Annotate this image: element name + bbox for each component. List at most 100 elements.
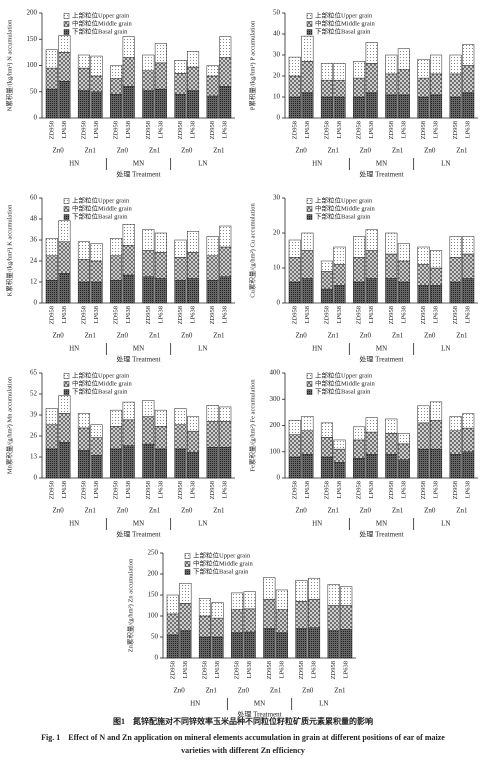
bar-segment <box>142 90 155 119</box>
legend-swatch <box>306 13 313 19</box>
bar-segment <box>219 421 232 448</box>
x-group-label: Zn1 <box>149 332 161 340</box>
chart-panel: 0 13 26 39 52 65 Mn累积量/(g/hm²) Mn accumulation… <box>4 369 235 539</box>
bar-segment <box>77 259 90 283</box>
bar-segment <box>45 49 58 69</box>
y-tick-label: 200 <box>27 9 38 17</box>
y-tick-label: 0 <box>277 299 281 307</box>
x-tick-label: LP638 <box>93 306 100 323</box>
x-group-label: Zn0 <box>295 147 307 155</box>
legend-swatch <box>63 389 70 395</box>
bar-segment <box>353 281 366 304</box>
x-tick-label: ZD958 <box>145 121 152 139</box>
x-axis-label: 处理 Treatment <box>116 530 160 539</box>
bar-segment <box>449 454 462 479</box>
bar-segment <box>198 615 211 638</box>
x-tick-label: ZD958 <box>48 306 55 324</box>
x-tick-label: LP638 <box>222 481 229 498</box>
x-tick-label: ZD958 <box>169 661 176 679</box>
x-tick-label: ZD958 <box>177 121 184 139</box>
bar-segment <box>142 250 155 277</box>
y-axis-label: N累积量/(kg/hm²) N accumulation <box>4 19 13 112</box>
x-axis-label: 处理 Treatment <box>237 710 281 719</box>
y-tick-label: 20 <box>273 72 281 80</box>
x-group-label: Zn0 <box>181 332 193 340</box>
bar-segment <box>110 78 123 95</box>
x-group-label: Zn0 <box>181 507 193 515</box>
bar-segment <box>353 61 366 79</box>
x-group-label: Zn0 <box>360 332 372 340</box>
x-supergroup-label: HN <box>312 520 322 528</box>
bar-segment <box>288 420 301 435</box>
legend-label: 下部粒位Basal grain <box>315 211 371 220</box>
x-tick-label: ZD958 <box>452 481 459 499</box>
x-supergroup-label: MN <box>133 520 144 528</box>
legend-swatch <box>184 561 191 567</box>
legend-swatch <box>306 21 313 27</box>
bar-segment <box>430 420 443 450</box>
bar-segment <box>45 255 58 281</box>
x-tick-label: ZD958 <box>420 481 427 499</box>
bar-segment <box>385 418 398 434</box>
x-tick-label: LP638 <box>222 306 229 323</box>
x-tick-label: LP638 <box>433 121 440 138</box>
bar-segment <box>77 241 90 260</box>
bar-segment <box>166 613 179 636</box>
bar-segment <box>122 57 135 87</box>
y-tick-label: 39 <box>30 411 38 419</box>
legend-swatch <box>306 373 313 379</box>
x-tick-label: ZD958 <box>291 121 298 139</box>
legend-swatch <box>63 373 70 379</box>
x-group-label: Zn1 <box>213 507 225 515</box>
x-tick-label: LP638 <box>368 121 375 138</box>
x-group-label: Zn0 <box>173 687 185 695</box>
bar-segment <box>385 433 398 455</box>
x-tick-label: ZD958 <box>234 661 241 679</box>
x-tick-label: LP638 <box>93 481 100 498</box>
bar-segment <box>365 229 378 251</box>
x-tick-label: LP638 <box>465 121 472 138</box>
bar-segment <box>187 51 200 68</box>
y-tick-label: 60 <box>30 194 38 202</box>
bar-segment <box>58 273 71 304</box>
bar-segment <box>301 61 314 94</box>
bar-segment <box>340 586 353 606</box>
legend-swatch <box>63 21 70 27</box>
y-tick-label: 24 <box>30 257 38 265</box>
x-supergroup-label: MN <box>376 520 387 528</box>
bar-segment <box>187 252 200 279</box>
x-tick-label: LP638 <box>61 121 68 138</box>
x-tick-label: LP638 <box>214 661 221 678</box>
bar-segment <box>417 285 430 304</box>
bar-segment <box>122 245 135 276</box>
bar-segment <box>340 605 353 630</box>
bar-segment <box>154 278 167 304</box>
bar-segment <box>45 238 58 256</box>
bar-segment <box>154 88 167 119</box>
bar-segment <box>320 422 333 438</box>
legend-swatch <box>63 29 70 35</box>
x-tick-label: ZD958 <box>323 481 330 499</box>
bar-segment <box>174 60 187 74</box>
bar-segment <box>320 260 333 272</box>
legend-label: 上部粒位Upper grain <box>72 195 130 204</box>
x-supergroup-label: LN <box>441 345 450 353</box>
x-tick-label: LP638 <box>190 121 197 138</box>
bar-segment <box>333 96 346 119</box>
x-group-label: Zn1 <box>270 687 282 695</box>
bar-segment <box>333 462 346 479</box>
bar-segment <box>219 406 232 422</box>
x-group-label: Zn0 <box>424 332 436 340</box>
bar-segment <box>243 631 256 659</box>
bar-segment <box>417 246 430 265</box>
bar-segment <box>122 401 135 421</box>
bar-segment <box>122 274 135 304</box>
legend-label: 中部粒位Middle grain <box>315 203 376 212</box>
bar-segment <box>122 224 135 246</box>
y-tick-label: 13 <box>30 453 38 461</box>
bar-segment <box>58 395 71 414</box>
x-axis-label: 处理 Treatment <box>359 530 403 539</box>
bar-segment <box>365 92 378 119</box>
x-tick-label: ZD958 <box>420 121 427 139</box>
y-tick-label: 150 <box>27 35 38 43</box>
